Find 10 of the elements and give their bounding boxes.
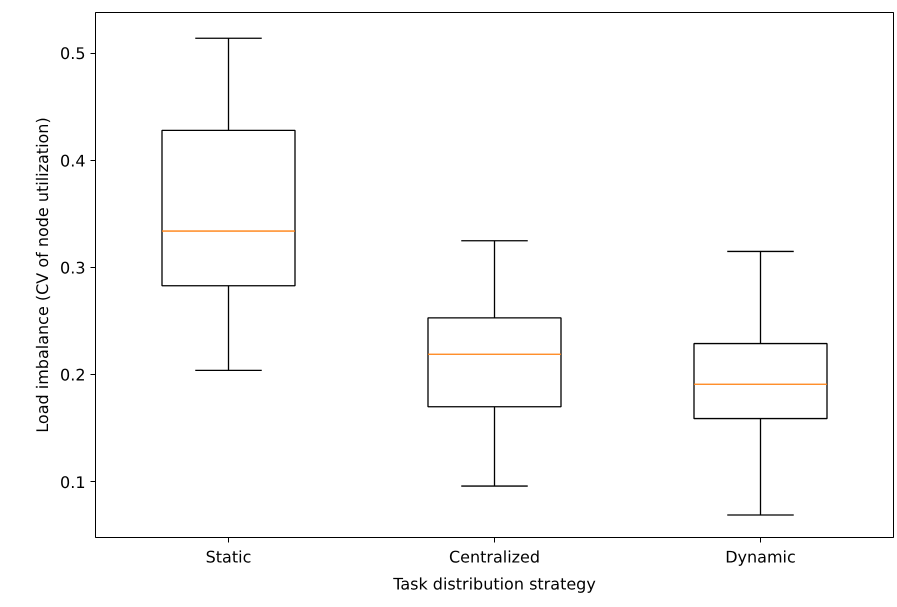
y-tick-label: 0.5 <box>60 44 86 64</box>
x-tick-label: Centralized <box>448 548 540 566</box>
x-axis-title: Task distribution strategy <box>392 574 596 594</box>
y-tick-label: 0.3 <box>60 258 86 278</box>
y-tick-label: 0.1 <box>60 472 86 492</box>
x-tick-label: Dynamic <box>725 548 796 566</box>
x-tick-label: Static <box>206 548 252 566</box>
y-tick-label: 0.4 <box>60 151 86 170</box>
y-tick-label: 0.2 <box>60 366 86 385</box>
y-axis-title: Load imbalance (CV of node utilization) <box>33 117 52 433</box>
